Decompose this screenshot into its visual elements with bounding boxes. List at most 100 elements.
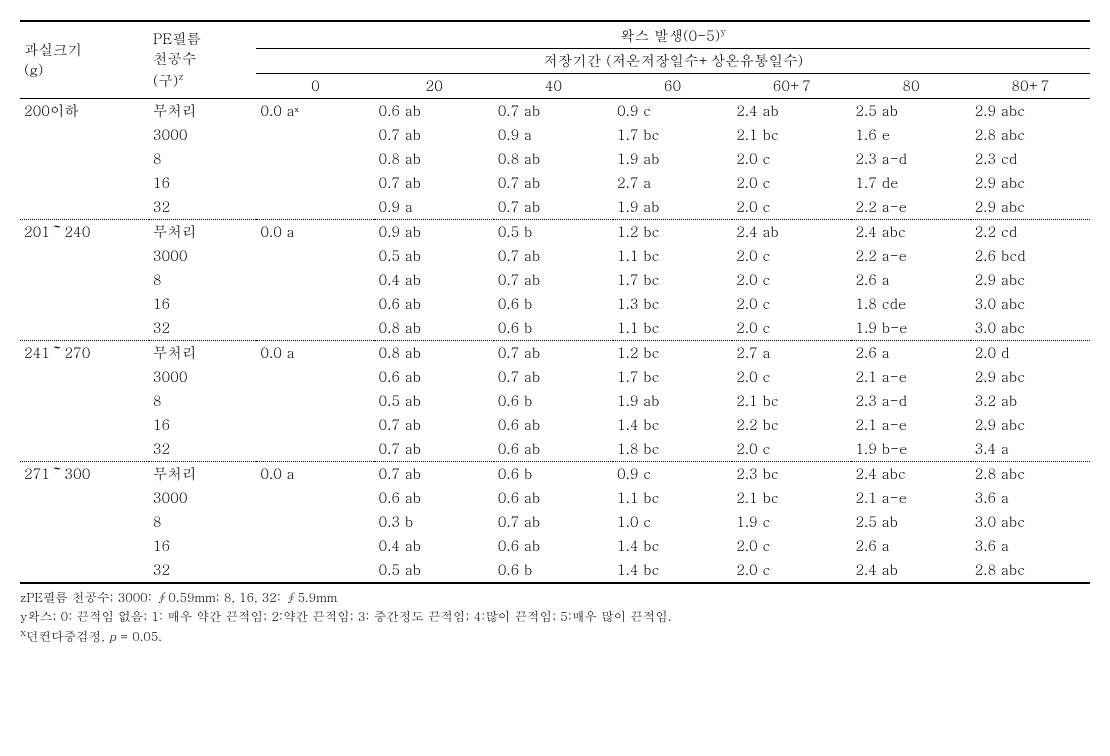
table-row: 30000.7 ab0.9 a1.7 bc2.1 bc1.6 e2.8 abc [20, 123, 1090, 147]
col-day-20: 20 [374, 73, 493, 98]
cell-value: 1.9 ab [613, 389, 732, 413]
cell-treatment: 3000 [149, 365, 256, 389]
cell-value: 2.4 ab [732, 98, 851, 123]
table-row: 30000.6 ab0.7 ab1.7 bc2.0 c2.1 a-e2.9 ab… [20, 365, 1090, 389]
cell-size [20, 558, 149, 583]
cell-value: 2.2 a-e [851, 195, 970, 220]
cell-value: 2.5 ab [851, 510, 970, 534]
cell-value: 1.0 c [613, 510, 732, 534]
cell-treatment: 32 [149, 195, 256, 220]
cell-value: 1.9 b-e [851, 316, 970, 341]
cell-value: 1.1 bc [613, 486, 732, 510]
cell-value: 0.9 ab [374, 219, 493, 244]
cell-value: 0.7 ab [494, 244, 613, 268]
cell-value: 0.6 ab [374, 292, 493, 316]
cell-value: 0.8 ab [374, 340, 493, 365]
cell-value: 2.1 bc [732, 486, 851, 510]
cell-value [256, 486, 374, 510]
cell-value: 2.8 abc [971, 123, 1090, 147]
cell-value: 1.9 ab [613, 195, 732, 220]
table-row: 320.8 ab0.6 b1.1 bc2.0 c1.9 b-e3.0 abc [20, 316, 1090, 341]
cell-value: 3.6 a [971, 534, 1090, 558]
table-row: 201～240무처리0.0 a0.9 ab0.5 b1.2 bc2.4 ab2.… [20, 219, 1090, 244]
cell-size: 241～270 [20, 340, 149, 365]
cell-size [20, 534, 149, 558]
table-row: 30000.5 ab0.7 ab1.1 bc2.0 c2.2 a-e2.6 bc… [20, 244, 1090, 268]
cell-treatment: 3000 [149, 123, 256, 147]
cell-value: 2.8 abc [971, 558, 1090, 583]
cell-value: 2.8 abc [971, 461, 1090, 486]
cell-value: 1.2 bc [613, 219, 732, 244]
cell-value: 2.9 abc [971, 365, 1090, 389]
cell-value: 2.6 bcd [971, 244, 1090, 268]
cell-value [256, 534, 374, 558]
cell-value [256, 123, 374, 147]
cell-value: 0.7 ab [494, 268, 613, 292]
cell-value [256, 147, 374, 171]
cell-value [256, 437, 374, 462]
cell-value: 0.5 ab [374, 389, 493, 413]
table-row: 200이하무처리0.0 aˣ0.6 ab0.7 ab0.9 c2.4 ab2.5… [20, 98, 1090, 123]
cell-value: 0.7 ab [494, 365, 613, 389]
footnotes: zPE필름 천공수; 3000: ∮0.59mm; 8, 16, 32: ∮5.… [20, 588, 1090, 646]
table-row: 320.5 ab0.6 b1.4 bc2.0 c2.4 ab2.8 abc [20, 558, 1090, 583]
cell-value: 1.7 de [851, 171, 970, 195]
cell-value: 2.0 c [732, 365, 851, 389]
cell-value: 2.6 a [851, 268, 970, 292]
cell-size [20, 171, 149, 195]
cell-value: 1.2 bc [613, 340, 732, 365]
cell-value: 0.0 a [256, 340, 374, 365]
cell-value: 0.8 ab [374, 316, 493, 341]
cell-value: 0.7 ab [494, 340, 613, 365]
cell-value [256, 195, 374, 220]
cell-treatment: 3000 [149, 244, 256, 268]
cell-value: 2.0 c [732, 244, 851, 268]
cell-treatment: 8 [149, 268, 256, 292]
table-row: 30000.6 ab0.6 ab1.1 bc2.1 bc2.1 a-e3.6 a [20, 486, 1090, 510]
cell-value: 2.1 bc [732, 389, 851, 413]
cell-value: 0.7 ab [494, 195, 613, 220]
cell-treatment: 32 [149, 437, 256, 462]
table-row: 80.5 ab0.6 b1.9 ab2.1 bc2.3 a-d3.2 ab [20, 389, 1090, 413]
cell-value: 1.7 bc [613, 123, 732, 147]
cell-value: 1.9 ab [613, 147, 732, 171]
cell-value [256, 268, 374, 292]
cell-treatment: 16 [149, 413, 256, 437]
footnote-x: x던컨다중검정, p = 0.05. [20, 625, 1090, 646]
cell-treatment: 무처리 [149, 98, 256, 123]
cell-treatment: 3000 [149, 486, 256, 510]
col-day-80: 80 [851, 73, 970, 98]
cell-size [20, 365, 149, 389]
col-day-80-7: 80+7 [971, 73, 1090, 98]
cell-value: 3.2 ab [971, 389, 1090, 413]
col-day-40: 40 [494, 73, 613, 98]
cell-value: 2.2 cd [971, 219, 1090, 244]
cell-value: 0.9 a [374, 195, 493, 220]
cell-value: 0.6 b [494, 389, 613, 413]
cell-value: 2.9 abc [971, 268, 1090, 292]
cell-value: 0.9 c [613, 461, 732, 486]
table-body: 200이하무처리0.0 aˣ0.6 ab0.7 ab0.9 c2.4 ab2.5… [20, 98, 1090, 583]
cell-treatment: 무처리 [149, 340, 256, 365]
cell-value [256, 558, 374, 583]
cell-value: 1.4 bc [613, 558, 732, 583]
cell-value: 0.5 b [494, 219, 613, 244]
cell-value: 3.0 abc [971, 316, 1090, 341]
cell-value [256, 413, 374, 437]
cell-value: 0.0 aˣ [256, 98, 374, 123]
cell-value: 0.7 ab [374, 123, 493, 147]
cell-size [20, 413, 149, 437]
cell-value: 2.0 c [732, 292, 851, 316]
col-day-0: 0 [256, 73, 374, 98]
cell-value: 0.6 b [494, 316, 613, 341]
cell-value: 0.6 ab [374, 365, 493, 389]
cell-value: 1.1 bc [613, 244, 732, 268]
cell-value: 0.8 ab [374, 147, 493, 171]
cell-value: 0.6 ab [374, 98, 493, 123]
cell-treatment: 8 [149, 147, 256, 171]
cell-value: 2.6 a [851, 534, 970, 558]
cell-treatment: 32 [149, 558, 256, 583]
cell-value: 0.6 ab [494, 534, 613, 558]
cell-value: 2.0 c [732, 195, 851, 220]
cell-size [20, 195, 149, 220]
